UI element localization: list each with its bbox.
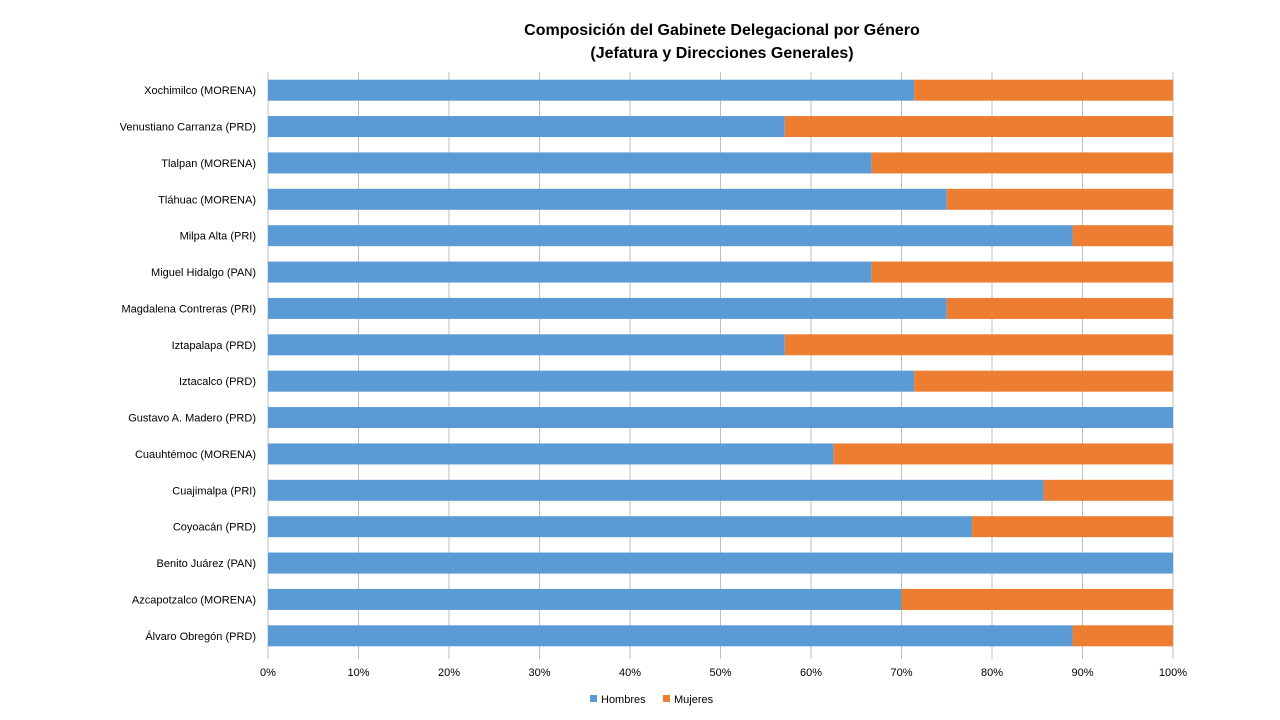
bar-hombres — [268, 552, 1173, 574]
bar-hombres — [268, 297, 947, 319]
bars — [268, 79, 1173, 647]
category-label: Milpa Alta (PRI) — [180, 231, 256, 243]
x-tick-label: 20% — [438, 667, 460, 679]
legend: Hombres Mujeres — [590, 694, 714, 706]
bar-mujeres — [784, 334, 1173, 356]
bar-mujeres — [784, 116, 1173, 138]
bar-hombres — [268, 625, 1073, 647]
bar-mujeres — [1072, 225, 1173, 247]
bar-mujeres — [946, 297, 1173, 319]
category-label: Xochimilco (MORENA) — [144, 85, 256, 97]
bar-mujeres — [871, 152, 1173, 174]
bar-mujeres — [1043, 479, 1173, 501]
category-label: Iztacalco (PRD) — [179, 376, 256, 388]
category-label: Tlalpan (MORENA) — [161, 158, 256, 170]
category-label: Coyoacán (PRD) — [173, 522, 256, 534]
chart-title: Composición del Gabinete Delegacional po… — [524, 22, 920, 39]
category-label: Cuauhtémoc (MORENA) — [135, 449, 256, 461]
bar-mujeres — [871, 261, 1173, 283]
bar-mujeres — [914, 370, 1173, 392]
category-label: Azcapotzalco (MORENA) — [132, 594, 256, 606]
x-tick-label: 80% — [981, 667, 1003, 679]
x-tick-label: 30% — [528, 667, 550, 679]
bar-hombres — [268, 152, 872, 174]
x-axis-ticks: 0% 10% 20% 30% 40% 50% 60% 70% 80% 90% 100% — [260, 667, 1187, 679]
bar-mujeres — [901, 588, 1173, 610]
bar-hombres — [268, 188, 947, 210]
legend-label-mujeres: Mujeres — [674, 694, 714, 706]
x-tick-label: 60% — [800, 667, 822, 679]
category-label: Gustavo A. Madero (PRD) — [128, 413, 256, 425]
legend-swatch-hombres — [590, 695, 597, 702]
bar-mujeres — [1072, 625, 1173, 647]
category-label: Cuajimalpa (PRI) — [172, 485, 256, 497]
bar-hombres — [268, 479, 1044, 501]
x-tick-label: 70% — [890, 667, 912, 679]
legend-label-hombres: Hombres — [601, 694, 646, 706]
bar-hombres — [268, 116, 785, 138]
category-label: Tláhuac (MORENA) — [158, 194, 256, 206]
bar-hombres — [268, 225, 1073, 247]
category-label: Magdalena Contreras (PRI) — [121, 303, 256, 315]
category-label: Álvaro Obregón (PRD) — [145, 630, 256, 643]
chart-subtitle: (Jefatura y Direcciones Generales) — [590, 45, 853, 62]
bar-mujeres — [833, 443, 1173, 465]
category-label: Benito Juárez (PAN) — [157, 558, 256, 570]
x-tick-label: 40% — [619, 667, 641, 679]
bar-hombres — [268, 334, 785, 356]
bar-mujeres — [946, 188, 1173, 210]
bar-hombres — [268, 407, 1173, 429]
bar-hombres — [268, 79, 915, 101]
x-tick-label: 10% — [347, 667, 369, 679]
bar-hombres — [268, 443, 834, 465]
legend-swatch-mujeres — [663, 695, 670, 702]
x-tick-label: 90% — [1071, 667, 1093, 679]
bar-mujeres — [972, 516, 1173, 538]
category-label: Iztapalapa (PRD) — [172, 340, 256, 352]
category-label: Venustiano Carranza (PRD) — [120, 122, 256, 134]
bar-hombres — [268, 370, 915, 392]
x-tick-label: 50% — [709, 667, 731, 679]
category-labels: Xochimilco (MORENA) Venustiano Carranza (… — [120, 85, 256, 643]
bar-hombres — [268, 588, 902, 610]
bar-hombres — [268, 261, 872, 283]
x-tick-label: 0% — [260, 667, 276, 679]
bar-mujeres — [914, 79, 1173, 101]
category-label: Miguel Hidalgo (PAN) — [151, 267, 256, 279]
bar-hombres — [268, 516, 973, 538]
x-tick-label: 100% — [1159, 667, 1187, 679]
